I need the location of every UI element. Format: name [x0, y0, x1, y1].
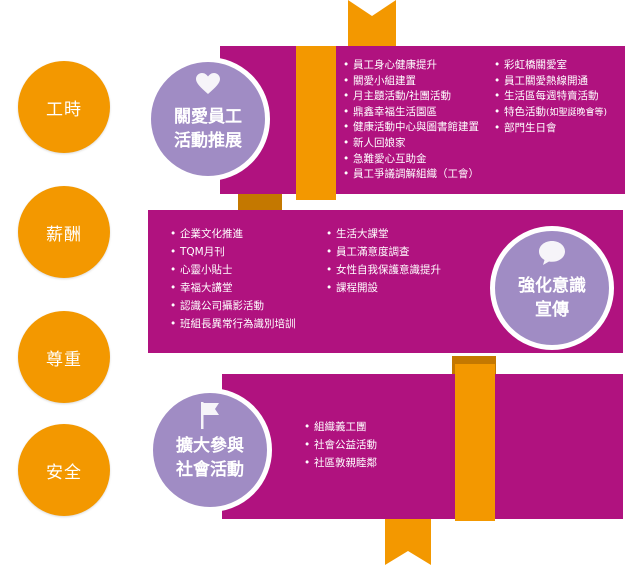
flag-icon	[201, 402, 219, 429]
care-list-col2: 彩虹橋關愛室 員工關愛熱線開通 生活區每週特賣活動 特色活動(如聖誕晚會等) 部…	[494, 58, 607, 137]
list-item-note: (如聖誕晚會等)	[546, 107, 608, 118]
label-salary[interactable]: 薪酬	[18, 186, 110, 278]
list-item-continuation: 課程開設	[326, 279, 441, 297]
theme-care-circle[interactable]: 關愛員工 活動推展	[146, 57, 270, 181]
list-item: 特色活動(如聖誕晚會等)	[494, 105, 607, 122]
care-ribbon-strip	[296, 46, 336, 200]
list-item: 心靈小貼士	[170, 261, 296, 279]
expand-ribbon-strip	[455, 364, 495, 521]
theme-expand-line2: 社會活動	[176, 460, 244, 480]
label-work-hours-text: 工時	[46, 99, 82, 120]
label-safety-text: 安全	[46, 462, 82, 483]
list-item: 急難愛心互助金	[343, 152, 479, 168]
speech-bubble-icon	[539, 241, 565, 265]
ribbon-top-notch	[348, 0, 396, 50]
list-item: 女性自我保護意識提升	[326, 261, 441, 279]
ribbon-bottom-notch	[385, 519, 431, 565]
theme-promo-line2: 宣傳	[535, 300, 569, 320]
list-item-text: 特色活動	[504, 105, 546, 118]
list-item: 企業文化推進	[170, 225, 296, 243]
list-item: 認識公司攝影活動	[170, 297, 296, 315]
theme-promo-line1: 強化意識	[518, 276, 586, 296]
promo-list-col2: 生活大課堂 員工滿意度調查 女性自我保護意識提升 課程開設	[326, 225, 441, 297]
list-item: 新人回娘家	[343, 136, 479, 152]
list-item: 社會公益活動	[304, 436, 377, 454]
list-item: 社區敦親睦鄰	[304, 454, 377, 472]
list-item: 員工身心健康提升	[343, 58, 479, 74]
label-work-hours[interactable]: 工時	[18, 61, 110, 153]
list-item-text: 課程開設	[336, 282, 378, 294]
list-item: TQM月刊	[170, 243, 296, 261]
list-item: 彩虹橋關愛室	[494, 58, 607, 74]
list-item: 健康活動中心與圖書館建置	[343, 120, 479, 136]
theme-promo-circle[interactable]: 強化意識 宣傳	[490, 226, 614, 350]
heart-icon	[196, 73, 220, 94]
list-item: 班組長異常行為識別培訓	[170, 315, 296, 333]
label-salary-text: 薪酬	[46, 224, 82, 245]
list-item: 生活區每週特賣活動	[494, 89, 607, 105]
list-item: 關愛小組建置	[343, 74, 479, 90]
theme-care-line2: 活動推展	[174, 131, 242, 151]
list-item: 幸福大講堂	[170, 279, 296, 297]
theme-expand-circle[interactable]: 擴大參與 社會活動	[148, 388, 272, 512]
expand-list: 組織義工團 社會公益活動 社區敦親睦鄰	[304, 418, 377, 472]
label-safety[interactable]: 安全	[18, 424, 110, 516]
theme-care-line1: 關愛員工	[174, 107, 242, 127]
promo-list-col1: 企業文化推進 TQM月刊 心靈小貼士 幸福大講堂 認識公司攝影活動 班組長異常行…	[170, 225, 296, 333]
list-item: 員工關愛熱線開通	[494, 74, 607, 90]
theme-expand-line1: 擴大參與	[176, 436, 244, 456]
list-item: 生活大課堂	[326, 225, 441, 243]
list-item: 員工爭議調解組織（工會）	[343, 167, 479, 183]
care-list-col1: 員工身心健康提升 關愛小組建置 月主題活動/社團活動 鼎鑫幸福生活園區 健康活動…	[343, 58, 479, 183]
label-respect-text: 尊重	[46, 349, 82, 370]
list-item: 組織義工團	[304, 418, 377, 436]
expand-banner	[222, 374, 623, 519]
label-respect[interactable]: 尊重	[18, 311, 110, 403]
list-item: 月主題活動/社團活動	[343, 89, 479, 105]
list-item: 員工滿意度調查	[326, 243, 441, 261]
list-item: 部門生日會	[494, 121, 607, 137]
list-item: 鼎鑫幸福生活園區	[343, 105, 479, 121]
